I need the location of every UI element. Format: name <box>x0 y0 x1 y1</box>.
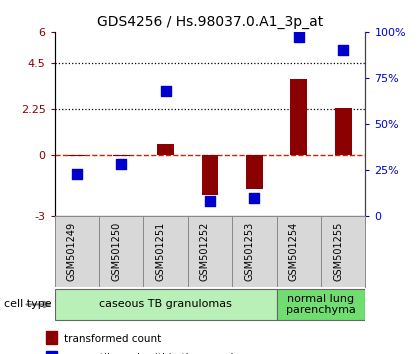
FancyBboxPatch shape <box>277 289 365 320</box>
Point <box>74 171 80 176</box>
Bar <box>68 155 85 156</box>
Bar <box>290 79 307 155</box>
Text: GSM501251: GSM501251 <box>155 222 165 281</box>
Text: GSM501253: GSM501253 <box>244 222 255 281</box>
Point <box>251 195 258 200</box>
Bar <box>46 351 58 354</box>
Text: normal lung
parenchyma: normal lung parenchyma <box>286 293 356 315</box>
Text: caseous TB granulomas: caseous TB granulomas <box>99 299 232 309</box>
Text: GSM501250: GSM501250 <box>111 222 121 281</box>
Text: transformed count: transformed count <box>64 333 161 344</box>
Bar <box>246 155 263 189</box>
Text: GSM501255: GSM501255 <box>333 222 343 281</box>
Text: cell type: cell type <box>4 299 52 309</box>
Text: percentile rank within the sample: percentile rank within the sample <box>64 353 240 354</box>
Bar <box>46 331 58 344</box>
Point <box>118 161 125 167</box>
Point <box>340 47 346 53</box>
Point <box>207 198 213 204</box>
Text: GSM501249: GSM501249 <box>67 222 77 281</box>
Bar <box>113 155 130 156</box>
FancyBboxPatch shape <box>55 289 277 320</box>
Text: GSM501252: GSM501252 <box>200 222 210 281</box>
Bar <box>335 108 352 155</box>
Text: GSM501254: GSM501254 <box>289 222 299 281</box>
Title: GDS4256 / Hs.98037.0.A1_3p_at: GDS4256 / Hs.98037.0.A1_3p_at <box>97 16 323 29</box>
Bar <box>202 155 218 195</box>
Point <box>295 35 302 40</box>
Bar <box>157 144 174 155</box>
Point <box>162 88 169 93</box>
